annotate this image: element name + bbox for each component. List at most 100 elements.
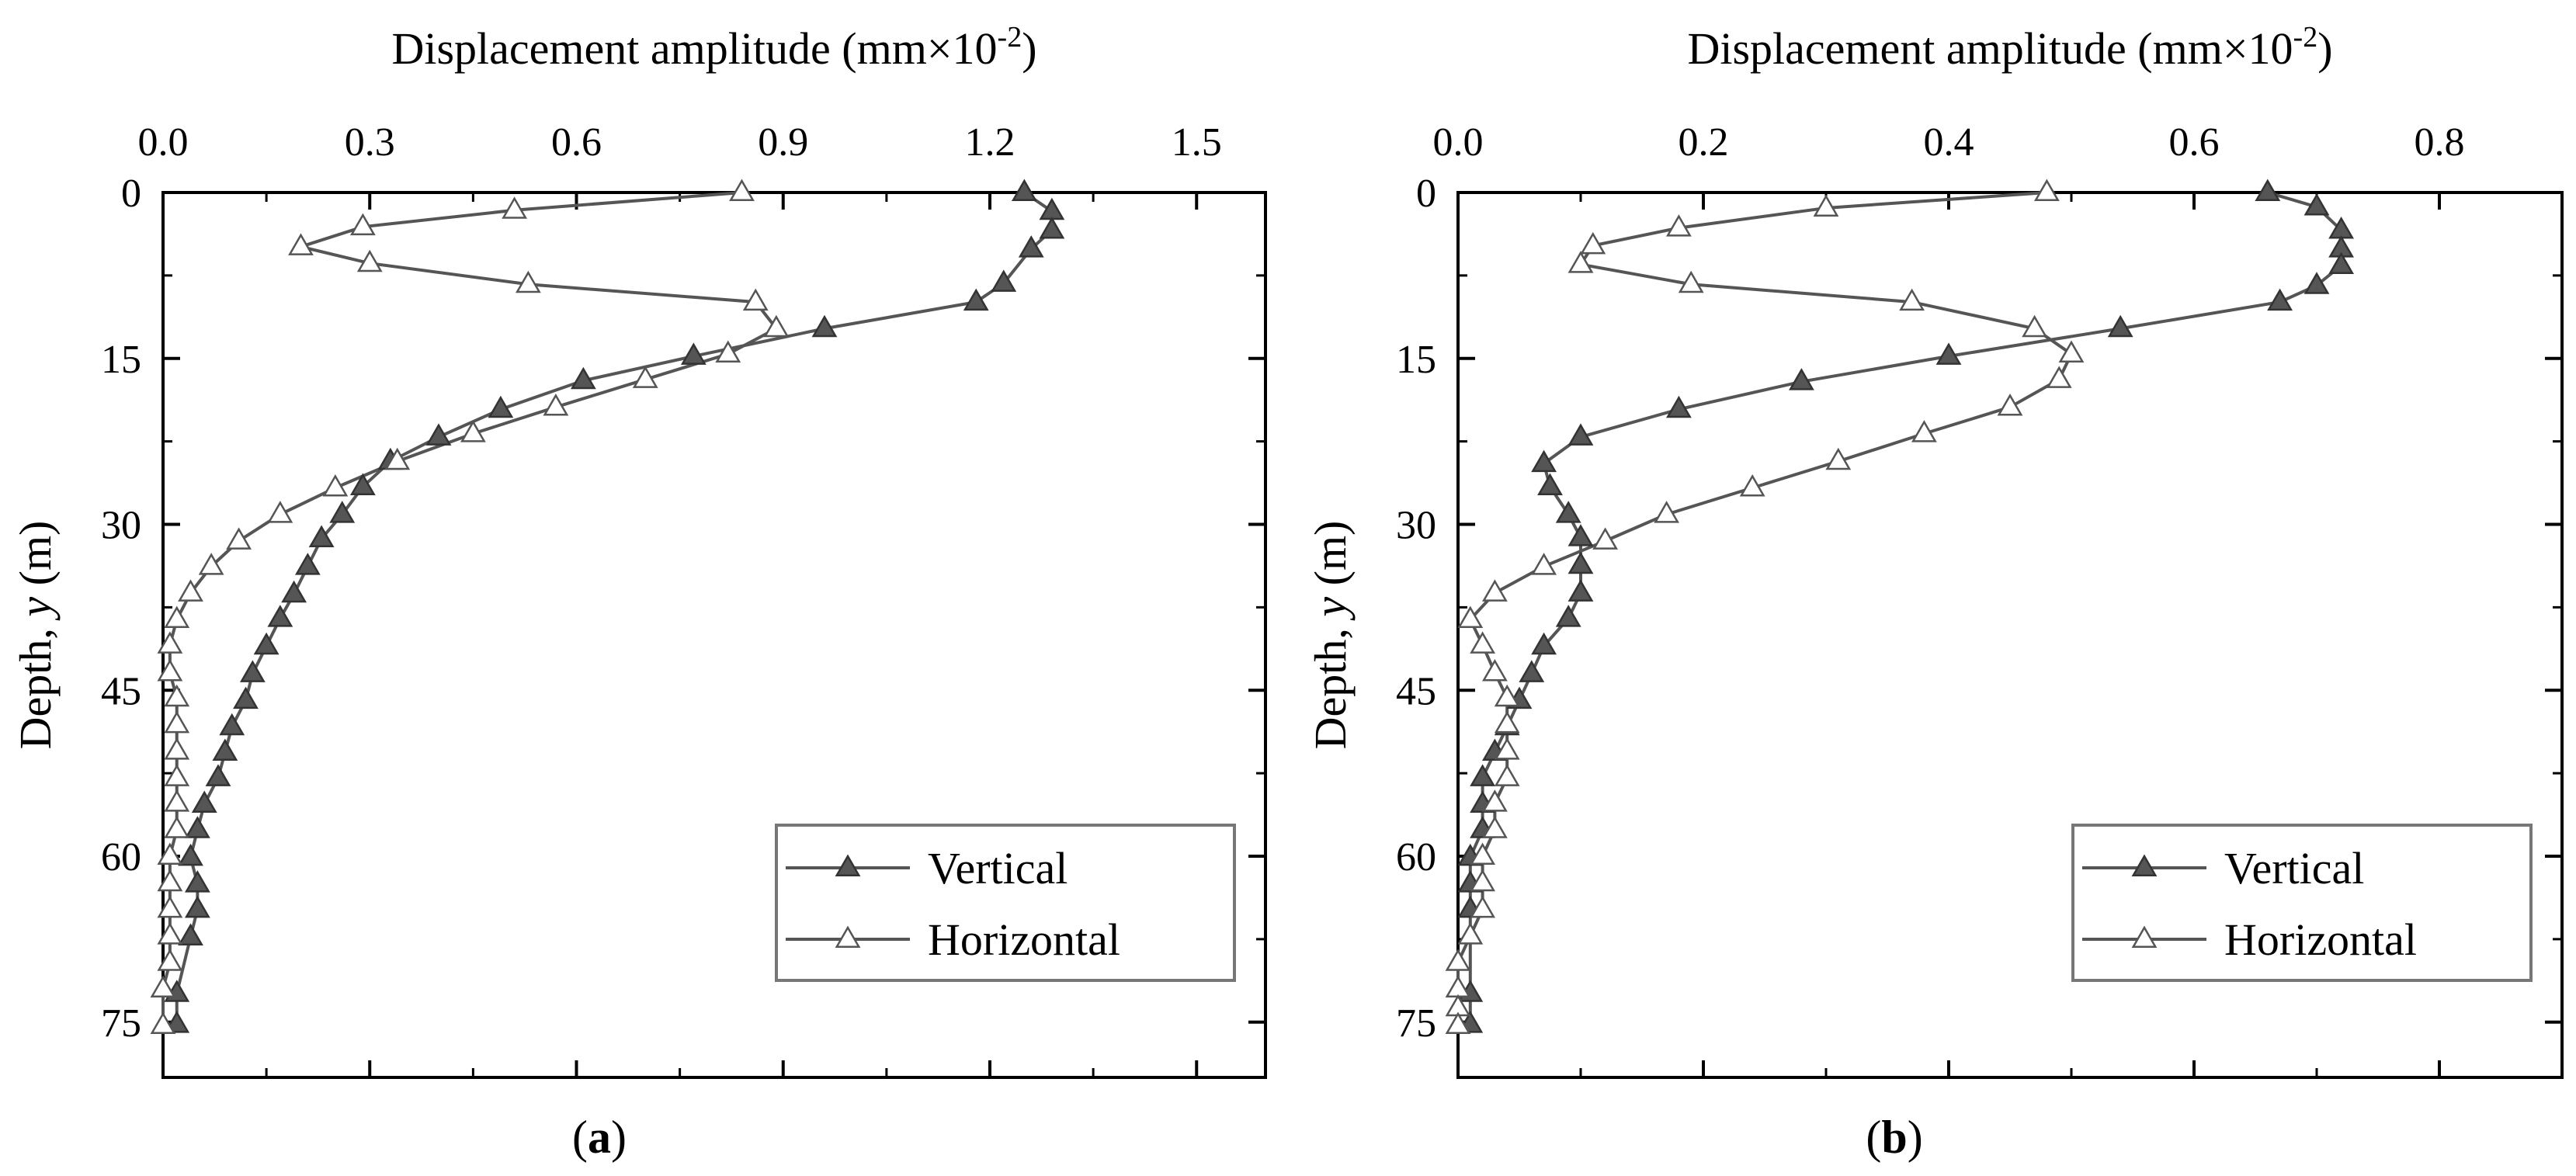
data-point-horizontal — [1494, 764, 1520, 786]
y-axis-title-prefix: Depth, — [10, 617, 61, 750]
data-point-vertical — [1018, 235, 1044, 258]
x-axis-title-close: ) — [2317, 23, 2332, 74]
y-tick-label: 15 — [1396, 338, 1436, 382]
data-point-vertical — [1567, 423, 1594, 446]
data-point-horizontal — [1580, 231, 1606, 255]
y-tick-label: 45 — [1396, 669, 1436, 713]
data-point-horizontal — [1470, 869, 1496, 892]
data-point-horizontal — [157, 869, 183, 892]
x-tick-label: 0.9 — [758, 120, 808, 165]
legend-label-horizontal: Horizontal — [928, 914, 1120, 965]
data-point-vertical — [205, 764, 231, 786]
legend-marker-horizontal — [835, 925, 861, 948]
data-point-vertical — [1567, 524, 1594, 546]
y-axis-title-variable: y — [1305, 597, 1356, 621]
chart-panel-a: 0.0 0.3 0.6 0.9 1.2 1.5 0 15 30 45 60 75 Displacemen… — [10, 21, 1267, 1163]
x-tick-label: 1.5 — [1172, 120, 1222, 165]
panel-label: (b) — [1866, 1112, 1922, 1163]
data-point-vertical — [253, 632, 279, 655]
data-point-horizontal — [384, 447, 411, 470]
data-point-horizontal — [729, 179, 755, 201]
x-tick-label: 1.2 — [965, 120, 1015, 165]
data-point-horizontal — [150, 1011, 176, 1035]
y-axis-title-variable: y — [10, 597, 61, 621]
x-axis-title-exponent: -2 — [998, 21, 1022, 54]
data-point-horizontal — [1739, 474, 1765, 497]
data-point-vertical — [308, 525, 335, 548]
data-point-horizontal — [226, 527, 252, 550]
y-axis-title: Depth, y (m) — [1305, 521, 1356, 750]
panel-label: (a) — [572, 1112, 627, 1163]
data-point-vertical — [219, 713, 245, 736]
data-point-horizontal — [157, 658, 183, 682]
data-point-horizontal — [349, 213, 376, 236]
data-point-horizontal — [356, 249, 383, 272]
data-point-vertical — [811, 314, 838, 338]
data-point-vertical — [1519, 660, 1545, 682]
data-point-horizontal — [1481, 658, 1508, 682]
data-point-vertical — [2107, 314, 2133, 338]
data-point-horizontal — [157, 949, 183, 971]
data-point-vertical — [212, 738, 238, 761]
data-point-horizontal — [164, 710, 190, 734]
data-point-vertical — [2303, 272, 2330, 294]
data-point-horizontal — [460, 420, 486, 442]
x-tick-label: 0.4 — [1924, 120, 1974, 165]
data-point-vertical — [488, 395, 514, 418]
data-point-vertical — [680, 342, 706, 365]
data-point-horizontal — [164, 816, 190, 838]
data-point-horizontal — [502, 196, 528, 219]
data-point-horizontal — [198, 553, 224, 575]
data-point-vertical — [963, 288, 989, 311]
data-point-vertical — [1531, 449, 1557, 473]
data-point-horizontal — [543, 393, 569, 416]
data-point-vertical — [1011, 179, 1037, 201]
data-point-horizontal — [2046, 366, 2072, 388]
data-point-horizontal — [1494, 684, 1520, 707]
x-tick-label: 0.8 — [2415, 120, 2465, 165]
data-point-vertical — [349, 473, 376, 496]
data-point-horizontal — [1481, 579, 1508, 602]
data-point-vertical — [281, 580, 307, 603]
data-point-horizontal — [1470, 842, 1496, 865]
data-point-vertical — [2328, 252, 2355, 275]
x-axis-title-exponent: -2 — [2293, 21, 2318, 54]
data-point-vertical — [1555, 605, 1581, 627]
data-point-horizontal — [1445, 949, 1471, 971]
data-point-vertical — [2303, 193, 2330, 216]
data-point-vertical — [1567, 579, 1594, 602]
data-point-horizontal — [2058, 340, 2085, 363]
data-point-horizontal — [157, 922, 183, 945]
y-tick-label: 15 — [101, 338, 141, 382]
chart-panel-b: 0.0 0.2 0.4 0.6 0.8 0 15 30 45 60 75 Displacement a… — [1305, 21, 2564, 1163]
y-tick-label: 45 — [101, 669, 141, 713]
panel-label-close-paren: ) — [1908, 1112, 1923, 1163]
y-tick-label: 60 — [101, 835, 141, 879]
data-point-vertical — [1555, 501, 1581, 523]
data-point-horizontal — [1531, 553, 1557, 575]
data-point-vertical — [1935, 342, 1962, 365]
x-axis-title-main: Displacement amplitude (mm×10 — [1687, 23, 2293, 74]
data-point-horizontal — [164, 764, 190, 786]
y-axis-title-suffix: (m) — [10, 521, 61, 597]
data-point-vertical — [184, 816, 210, 838]
data-point-horizontal — [1665, 214, 1692, 237]
x-tick-label: 0.0 — [1433, 120, 1484, 165]
x-tick-label: 0.0 — [138, 120, 189, 165]
data-point-vertical — [191, 790, 217, 813]
data-point-vertical — [1531, 632, 1557, 655]
y-axis-title: Depth, y (m) — [10, 521, 61, 750]
panel-label-open-paren: ( — [1866, 1112, 1881, 1163]
data-point-horizontal — [267, 501, 293, 523]
panel-label-letter: b — [1881, 1112, 1907, 1163]
y-axis-title-suffix: (m) — [1305, 521, 1356, 597]
data-point-vertical — [1039, 216, 1065, 239]
data-point-horizontal — [1457, 605, 1484, 629]
plot-frame — [161, 191, 1267, 1079]
x-tick-label: 0.6 — [2169, 120, 2220, 165]
x-axis-title-main: Displacement amplitude (mm×10 — [391, 23, 997, 74]
data-point-horizontal — [157, 842, 183, 865]
data-point-vertical — [570, 366, 596, 390]
data-point-horizontal — [2022, 314, 2048, 338]
data-point-vertical — [294, 553, 321, 575]
